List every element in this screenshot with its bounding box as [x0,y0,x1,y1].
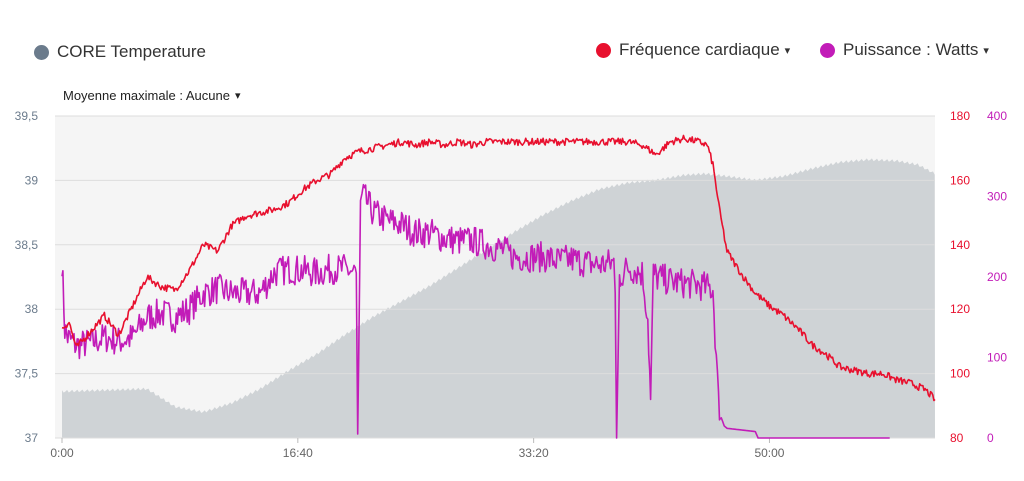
power-tick-label: 100 [987,351,1007,365]
core-temperature-swatch-icon [34,44,49,60]
x-tick-label: 0:00 [50,446,74,460]
power-tick-label: 400 [987,109,1007,123]
heart-rate-tick-label: 100 [950,367,970,381]
heart-rate-tick-label: 160 [950,173,970,187]
moving-average-label: Moyenne maximale : Aucune [63,88,230,103]
temperature-tick-label: 37,5 [15,367,39,381]
temperature-tick-label: 37 [25,431,39,445]
temperature-tick-label: 38,5 [15,238,39,252]
heart-rate-tick-label: 180 [950,109,970,123]
temperature-tick-label: 38 [25,302,39,316]
power-tick-label: 200 [987,270,1007,284]
caret-down-icon: ▾ [234,90,241,102]
temperature-tick-label: 39 [25,173,39,187]
heart-rate-tick-label: 80 [950,431,964,445]
legend-heart-rate-label: Fréquence cardiaque [619,40,780,59]
legend-power-label: Puissance : Watts [843,40,979,59]
legend-power-dropdown[interactable]: Puissance : Watts ▾ [820,40,989,60]
legend-heart-rate-dropdown[interactable]: Fréquence cardiaque ▾ [596,40,790,60]
series-power [61,183,890,439]
temperature-tick-label: 39,5 [15,109,39,123]
caret-down-icon: ▾ [983,44,989,57]
caret-down-icon: ▾ [784,44,791,57]
power-tick-label: 0 [987,431,994,445]
heart-rate-tick-label: 140 [950,238,970,252]
power-swatch-icon [820,42,835,58]
x-tick-label: 50:00 [754,446,784,460]
legend-core-label: CORE Temperature [57,42,206,61]
heart-rate-swatch-icon [596,42,611,58]
legend-core-temperature[interactable]: CORE Temperature [34,42,206,62]
x-tick-label: 33:20 [519,446,549,460]
series-heart-rate-line [61,134,936,402]
series-heart-rate [61,134,936,402]
x-tick-label: 16:40 [283,446,313,460]
moving-average-dropdown[interactable]: Moyenne maximale : Aucune ▾ [63,88,240,103]
power-tick-label: 300 [987,190,1007,204]
heart-rate-tick-label: 120 [950,302,970,316]
series-power-line [61,183,890,439]
